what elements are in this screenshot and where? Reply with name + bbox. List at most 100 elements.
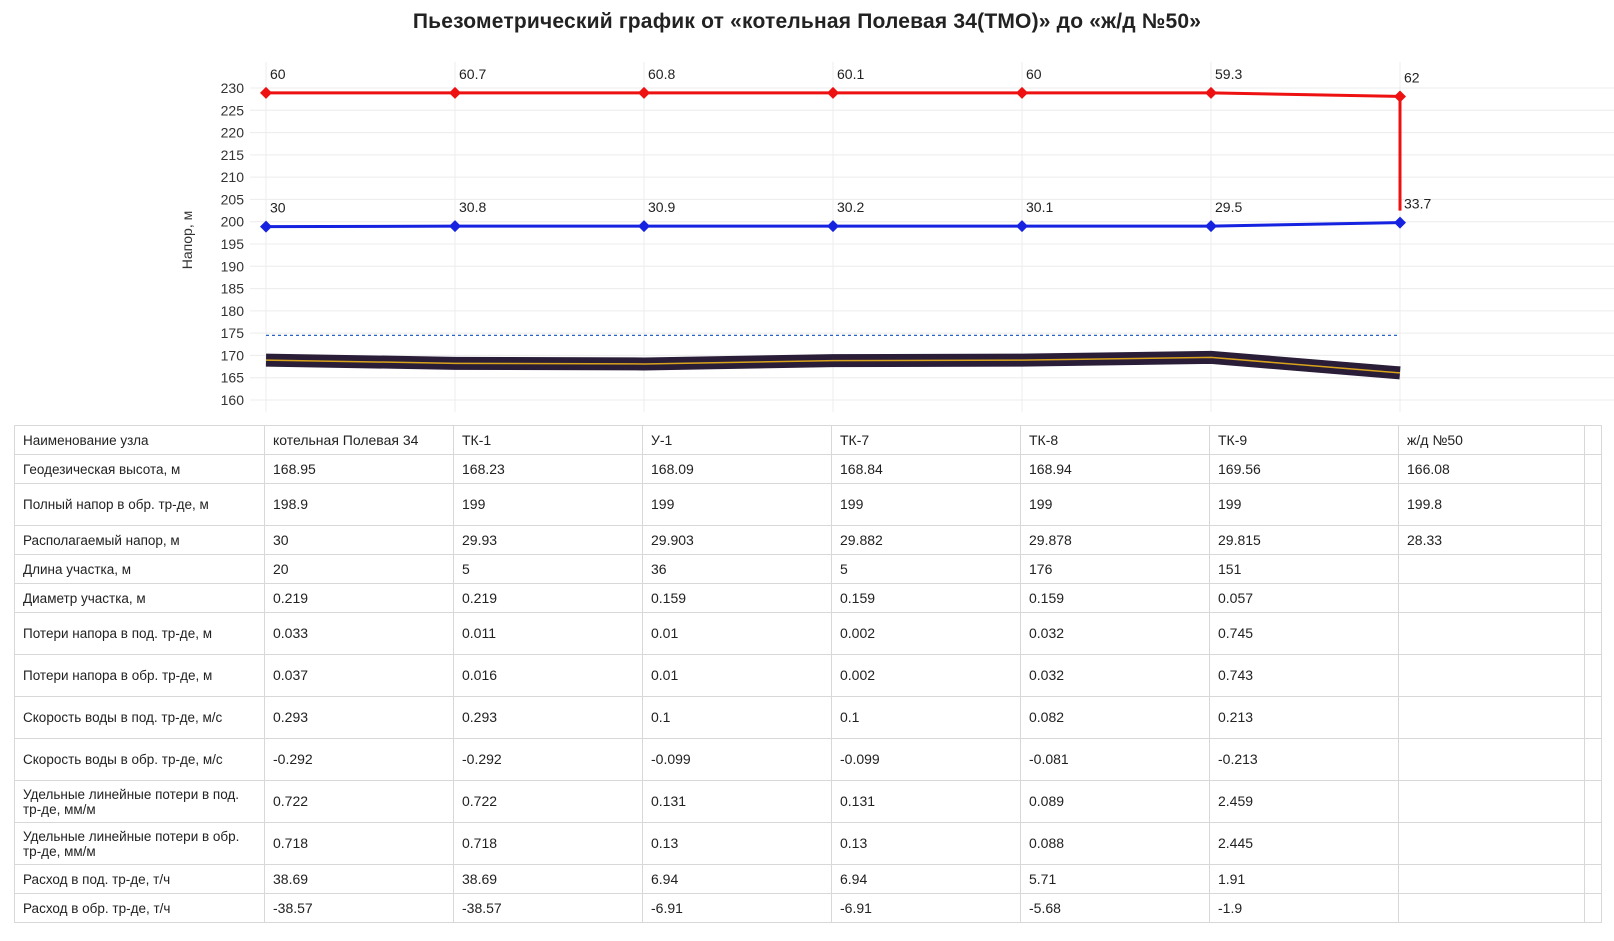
- table-cell: [1398, 583, 1585, 613]
- table-cell: 168.84: [831, 454, 1021, 484]
- table-cell: 0.743: [1209, 654, 1399, 697]
- table-row: Удельные линейные потери в под. тр-де, м…: [14, 780, 1602, 823]
- table-cell: [1398, 696, 1585, 739]
- table-cell: 29.903: [642, 525, 832, 555]
- y-tick-label: 225: [221, 102, 245, 118]
- supply-point: [449, 86, 461, 99]
- table-cell: 0.159: [1020, 583, 1210, 613]
- table-cell: 6.94: [642, 864, 832, 894]
- table-cell: 0.088: [1020, 822, 1210, 865]
- table-cell: -6.91: [831, 893, 1021, 923]
- y-tick-label: 215: [221, 147, 245, 163]
- table-cell: 0.213: [1209, 696, 1399, 739]
- table-row: Диаметр участка, м 0.219 0.219 0.159 0.159 0.…: [14, 583, 1602, 613]
- return-point: [1394, 216, 1406, 229]
- table-cell: 0.219: [264, 583, 454, 613]
- row-header: Полный напор в обр. тр-де, м: [14, 483, 265, 526]
- row-header: Расход в под. тр-де, т/ч: [14, 864, 265, 894]
- row-header: Скорость воды в обр. тр-де, м/с: [14, 738, 265, 781]
- table-cell: -6.91: [642, 893, 832, 923]
- table-cell: 30: [264, 525, 454, 555]
- table-cell: 2.445: [1209, 822, 1399, 865]
- table-cell: 0.718: [264, 822, 454, 865]
- table-cell: 0.722: [453, 780, 643, 823]
- table-cell: 166.08: [1398, 454, 1585, 484]
- table-cell: 0.011: [453, 612, 643, 655]
- table-cell-empty: [1584, 483, 1602, 526]
- table-cell: 0.745: [1209, 612, 1399, 655]
- node-data-table: Наименование узла котельная Полевая 34 ТК-…: [14, 425, 1602, 923]
- table-cell-empty: [1584, 822, 1602, 865]
- table-cell: 38.69: [453, 864, 643, 894]
- table-cell: [1398, 738, 1585, 781]
- y-tick-label: 180: [221, 303, 245, 319]
- table-row: Располагаемый напор, м 30 29.93 29.903 29.88…: [14, 525, 1602, 555]
- table-cell: -0.099: [642, 738, 832, 781]
- table-row: Длина участка, м 20 5 36 5 176 151: [14, 554, 1602, 584]
- table-cell: ТК-8: [1020, 425, 1210, 455]
- table-cell: 0.082: [1020, 696, 1210, 739]
- piezometric-chart: 160 165 170 175 180 185 190 195 200 205 210 215 220 2…: [179, 62, 1614, 412]
- y-tick-label: 160: [221, 392, 245, 408]
- table-cell: 0.219: [453, 583, 643, 613]
- return-point: [260, 220, 272, 233]
- table-cell: 0.131: [831, 780, 1021, 823]
- chart-title: Пьезометрический график от «котельная По…: [412, 10, 1202, 33]
- table-cell: 168.94: [1020, 454, 1210, 484]
- table-cell-empty: [1584, 780, 1602, 823]
- row-header: Наименование узла: [14, 425, 265, 455]
- supply-data-label: 60.7: [459, 66, 486, 82]
- supply-point: [1394, 90, 1406, 103]
- table-cell: 0.1: [831, 696, 1021, 739]
- y-tick-label: 220: [221, 125, 245, 141]
- table-cell: ТК-9: [1209, 425, 1399, 455]
- y-tick-label: 175: [221, 325, 245, 341]
- table-cell: 0.033: [264, 612, 454, 655]
- table-row: Расход в под. тр-де, т/ч 38.69 38.69 6.94 6.…: [14, 864, 1602, 894]
- table-cell: котельная Полевая 34: [264, 425, 454, 455]
- table-cell: 29.815: [1209, 525, 1399, 555]
- table-cell: 36: [642, 554, 832, 584]
- table-row: Удельные линейные потери в обр. тр-де, м…: [14, 822, 1602, 865]
- table-cell: [1398, 780, 1585, 823]
- table-cell: 0.1: [642, 696, 832, 739]
- table-cell: 0.01: [642, 612, 832, 655]
- table-cell: 5.71: [1020, 864, 1210, 894]
- table-cell: 0.131: [642, 780, 832, 823]
- table-cell: 0.722: [264, 780, 454, 823]
- return-data-label: 30.1: [1026, 199, 1053, 215]
- table-cell: 0.159: [642, 583, 832, 613]
- table-cell-empty: [1584, 893, 1602, 923]
- row-header: Удельные линейные потери в обр. тр-де, м…: [14, 822, 265, 865]
- table-row: Расход в обр. тр-де, т/ч -38.57 -38.57 -6.9…: [14, 893, 1602, 923]
- y-tick-label: 170: [221, 347, 245, 363]
- table-cell: 6.94: [831, 864, 1021, 894]
- y-axis-label: Напор, м: [179, 211, 195, 269]
- table-cell: 169.56: [1209, 454, 1399, 484]
- table-cell: У-1: [642, 425, 832, 455]
- table-cell: 5: [831, 554, 1021, 584]
- table-cell: 0.13: [642, 822, 832, 865]
- return-data-label: 30.2: [837, 199, 864, 215]
- table-cell: -0.292: [453, 738, 643, 781]
- table-cell: 199.8: [1398, 483, 1585, 526]
- table-cell: 151: [1209, 554, 1399, 584]
- supply-data-label: 60: [1026, 66, 1042, 82]
- table-cell: -38.57: [453, 893, 643, 923]
- y-tick-label: 165: [221, 370, 245, 386]
- table-row: Скорость воды в под. тр-де, м/с 0.293 0.29…: [14, 696, 1602, 739]
- return-data-label: 30: [270, 200, 286, 216]
- table-cell: 28.33: [1398, 525, 1585, 555]
- row-header: Длина участка, м: [14, 554, 265, 584]
- table-cell: 198.9: [264, 483, 454, 526]
- return-point: [1016, 220, 1028, 233]
- return-point: [449, 220, 461, 233]
- table-cell-empty: [1584, 454, 1602, 484]
- y-axis: 160 165 170 175 180 185 190 195 200 205 210 215 220 2…: [221, 80, 245, 408]
- row-header: Расход в обр. тр-де, т/ч: [14, 893, 265, 923]
- table-cell-empty: [1584, 864, 1602, 894]
- table-cell-empty: [1584, 525, 1602, 555]
- table-cell: -0.292: [264, 738, 454, 781]
- table-cell: ТК-1: [453, 425, 643, 455]
- table-cell: 168.23: [453, 454, 643, 484]
